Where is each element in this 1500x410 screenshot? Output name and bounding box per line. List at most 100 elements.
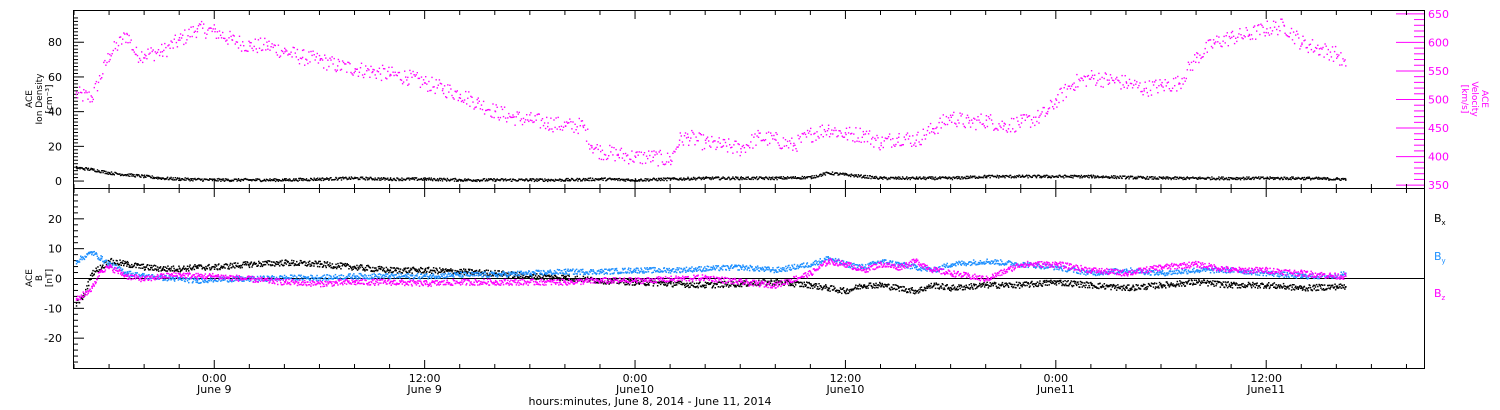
bx-series-point xyxy=(774,284,776,286)
bx-series-point xyxy=(575,278,578,280)
density-series-point xyxy=(481,179,484,182)
density-series-point xyxy=(986,177,988,179)
velocity-series-point xyxy=(1025,114,1028,116)
velocity-series-point xyxy=(190,26,192,28)
density-series-point xyxy=(106,173,108,175)
velocity-series-point xyxy=(553,119,555,121)
bx-series-point xyxy=(413,268,416,270)
density-series-point xyxy=(974,177,977,179)
velocity-series-point xyxy=(703,147,706,150)
bx-series-point xyxy=(947,286,950,289)
density-series-point xyxy=(143,176,145,179)
bx-series-point xyxy=(521,276,524,278)
velocity-series-point xyxy=(520,118,523,120)
velocity-series-point xyxy=(348,61,350,64)
velocity-series-point xyxy=(674,151,676,153)
velocity-series-point xyxy=(337,58,340,61)
velocity-series-point xyxy=(588,143,590,145)
density-series-point xyxy=(659,179,662,182)
velocity-series-point xyxy=(562,126,565,128)
velocity-series-point xyxy=(612,154,614,156)
bx-series-point xyxy=(351,269,353,271)
density-series-point xyxy=(631,180,633,182)
velocity-series-point xyxy=(773,134,775,137)
velocity-series-point xyxy=(419,86,422,88)
density-series-point xyxy=(950,177,952,179)
bx-series-point xyxy=(399,268,402,270)
velocity-series-point xyxy=(724,141,727,144)
velocity-series-point xyxy=(786,140,789,143)
velocity-series-point xyxy=(866,140,869,143)
bx-series-point xyxy=(911,287,913,289)
density-series-point xyxy=(149,175,151,178)
velocity-series-point xyxy=(1057,94,1059,96)
bx-series-point xyxy=(828,288,830,290)
velocity-series-point xyxy=(113,41,115,43)
bx-series-point xyxy=(415,268,417,270)
bx-series-point xyxy=(727,281,729,284)
density-series-point xyxy=(802,178,804,180)
bx-series-point xyxy=(127,263,130,266)
density-series-point xyxy=(1047,176,1049,179)
bx-series-point xyxy=(858,283,861,286)
velocity-series-point xyxy=(543,122,546,124)
density-series-point xyxy=(1317,176,1320,179)
velocity-series-point xyxy=(900,144,902,147)
density-series-point xyxy=(148,174,150,177)
velocity-series-point xyxy=(197,25,200,27)
density-series-point xyxy=(203,178,205,180)
velocity-series-point xyxy=(613,147,615,149)
velocity-series-point xyxy=(223,37,225,39)
velocity-series-point xyxy=(153,59,155,62)
bx-series-point xyxy=(921,289,923,291)
bx-series-point xyxy=(177,270,180,273)
bx-series-point xyxy=(1009,282,1011,284)
bx-series-point xyxy=(771,284,774,287)
bx-series-point xyxy=(86,285,88,287)
velocity-series-point xyxy=(730,147,732,149)
velocity-series-point xyxy=(453,98,455,100)
data-layer xyxy=(75,18,1347,307)
bx-series-point xyxy=(917,290,919,292)
velocity-series-point xyxy=(638,151,640,153)
velocity-series-point xyxy=(647,157,649,160)
density-series-point xyxy=(581,180,583,182)
density-series-point xyxy=(643,179,646,182)
bx-series-point xyxy=(714,287,716,289)
density-series-point xyxy=(98,170,100,172)
velocity-series-point xyxy=(561,129,564,131)
bx-series-point xyxy=(478,269,481,271)
bx-series-point xyxy=(166,270,169,272)
velocity-series-point xyxy=(93,86,95,89)
bx-series-point xyxy=(186,265,189,267)
density-series-point xyxy=(502,178,504,180)
density-series-point xyxy=(460,180,462,182)
velocity-series-point xyxy=(821,124,823,126)
density-series-point xyxy=(134,176,137,178)
density-series-point xyxy=(1231,177,1233,179)
velocity-series-point xyxy=(1021,117,1023,119)
velocity-series-point xyxy=(752,147,754,149)
bx-series-point xyxy=(305,262,307,264)
density-series-point xyxy=(597,178,599,180)
bx-series-point xyxy=(734,286,736,288)
velocity-series-point xyxy=(817,135,819,138)
density-series-point xyxy=(357,177,359,179)
bx-series-point xyxy=(704,281,707,284)
bx-series-point xyxy=(574,280,576,282)
velocity-series-point xyxy=(423,82,426,84)
density-series-point xyxy=(841,173,843,175)
density-series-point xyxy=(570,179,572,181)
bx-series-point xyxy=(308,263,310,265)
density-series-point xyxy=(1115,176,1117,179)
bx-series-point xyxy=(711,287,713,289)
density-series-point xyxy=(392,179,394,181)
bx-series-point xyxy=(297,264,299,266)
velocity-series-point xyxy=(355,68,357,70)
velocity-series-point xyxy=(129,41,131,44)
velocity-series-point xyxy=(891,146,893,148)
velocity-series-point xyxy=(512,114,514,116)
bx-series-point xyxy=(688,286,690,289)
bx-series-point xyxy=(983,282,985,284)
velocity-series-point xyxy=(1120,88,1122,90)
